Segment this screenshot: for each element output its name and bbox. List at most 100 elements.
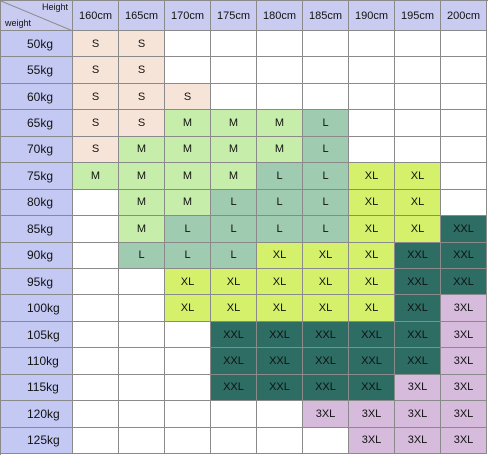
size-cell: XL: [165, 268, 211, 296]
size-cell: S: [119, 31, 165, 58]
size-cell: S: [165, 83, 211, 111]
size-cell: XL: [211, 295, 257, 322]
size-cell: [441, 189, 487, 217]
size-cell: [395, 31, 441, 58]
corner-diagonal: [1, 1, 73, 31]
size-cell: 3XL: [441, 374, 487, 402]
size-cell: XXL: [349, 374, 395, 402]
size-cell: [165, 321, 211, 349]
size-cell: XL: [257, 242, 303, 269]
size-cell: [303, 427, 349, 454]
size-cell: XL: [349, 189, 395, 217]
column-header: 160cm: [73, 1, 119, 31]
size-cell: XL: [349, 242, 395, 269]
size-cell: 3XL: [303, 401, 349, 428]
row-header: 90kg: [1, 242, 73, 269]
size-cell: [395, 57, 441, 84]
size-cell: XL: [257, 295, 303, 322]
size-cell: M: [211, 163, 257, 190]
size-cell: M: [211, 136, 257, 164]
row-header: 125kg: [1, 427, 73, 454]
column-header: 200cm: [441, 1, 487, 31]
size-cell: M: [119, 136, 165, 164]
size-cell: [349, 31, 395, 58]
size-cell: L: [165, 242, 211, 269]
row-header: 65kg: [1, 110, 73, 137]
row-header: 70kg: [1, 136, 73, 164]
row-header: 60kg: [1, 83, 73, 111]
size-cell: [441, 57, 487, 84]
size-cell: S: [73, 57, 119, 84]
size-cell: [303, 57, 349, 84]
size-cell: S: [73, 110, 119, 137]
column-header: 185cm: [303, 1, 349, 31]
size-cell: M: [165, 189, 211, 217]
size-cell: M: [165, 136, 211, 164]
size-cell: [395, 83, 441, 111]
size-cell: L: [303, 216, 349, 243]
size-cell: [257, 83, 303, 111]
size-cell: XL: [395, 163, 441, 190]
size-cell: L: [211, 189, 257, 217]
size-cell: [441, 136, 487, 164]
size-cell: [349, 110, 395, 137]
size-cell: [119, 401, 165, 428]
size-cell: M: [73, 163, 119, 190]
size-cell: [441, 31, 487, 58]
size-cell: XL: [349, 295, 395, 322]
size-cell: [119, 348, 165, 375]
row-header: 55kg: [1, 57, 73, 84]
row-header: 120kg: [1, 401, 73, 428]
column-header: 170cm: [165, 1, 211, 31]
size-cell: [73, 321, 119, 349]
size-cell: [73, 242, 119, 269]
size-cell: [257, 57, 303, 84]
row-header: 105kg: [1, 321, 73, 349]
size-cell: [73, 216, 119, 243]
size-cell: [441, 163, 487, 190]
size-cell: [73, 268, 119, 296]
size-cell: XXL: [211, 374, 257, 402]
size-cell: XXL: [349, 321, 395, 349]
size-cell: XXL: [441, 268, 487, 296]
size-cell: L: [211, 216, 257, 243]
size-cell: [441, 110, 487, 137]
size-cell: S: [73, 31, 119, 58]
size-cell: XXL: [349, 348, 395, 375]
size-cell: [165, 374, 211, 402]
size-cell: M: [257, 110, 303, 137]
size-cell: XL: [165, 295, 211, 322]
size-cell: [165, 401, 211, 428]
size-cell: L: [119, 242, 165, 269]
size-cell: 3XL: [441, 401, 487, 428]
size-cell: 3XL: [395, 427, 441, 454]
corner-cell: Height weight: [1, 1, 73, 31]
row-header: 50kg: [1, 31, 73, 58]
column-header: 195cm: [395, 1, 441, 31]
size-cell: 3XL: [395, 374, 441, 402]
size-cell: [165, 427, 211, 454]
row-header: 100kg: [1, 295, 73, 322]
size-cell: 3XL: [349, 401, 395, 428]
size-cell: XXL: [441, 242, 487, 269]
size-cell: [73, 401, 119, 428]
size-cell: XXL: [303, 374, 349, 402]
size-cell: 3XL: [441, 295, 487, 322]
size-cell: 3XL: [441, 321, 487, 349]
size-cell: XL: [349, 268, 395, 296]
size-cell: [73, 189, 119, 217]
size-cell: XXL: [395, 348, 441, 375]
size-cell: [119, 427, 165, 454]
size-cell: XXL: [395, 295, 441, 322]
size-cell: XL: [257, 268, 303, 296]
size-cell: [303, 31, 349, 58]
column-header: 180cm: [257, 1, 303, 31]
size-cell: L: [303, 163, 349, 190]
size-cell: XXL: [257, 374, 303, 402]
size-cell: XL: [349, 216, 395, 243]
size-cell: S: [119, 57, 165, 84]
size-cell: XL: [303, 268, 349, 296]
size-cell: L: [211, 242, 257, 269]
size-cell: XL: [395, 189, 441, 217]
corner-top-label: Height: [41, 2, 68, 12]
